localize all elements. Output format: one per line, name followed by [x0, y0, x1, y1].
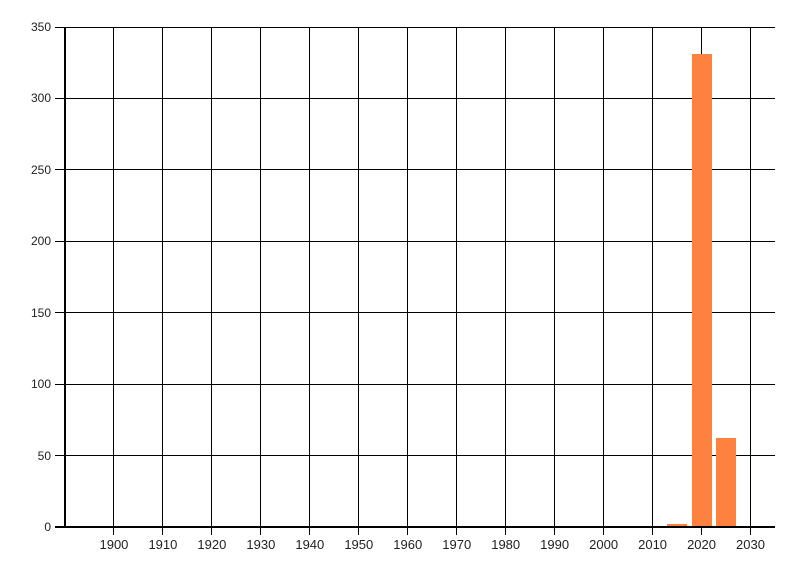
- bar: [715, 438, 737, 526]
- y-gridline: [55, 383, 775, 385]
- x-gridline: [162, 27, 164, 535]
- x-gridline: [309, 27, 311, 535]
- x-tick-label: 1950: [344, 537, 374, 552]
- x-gridline: [505, 27, 507, 535]
- x-gridline: [407, 27, 409, 535]
- x-gridline: [554, 27, 556, 535]
- x-gridline: [358, 27, 360, 535]
- plot-area: 0 50 100 150 200 250 300 350 1900 1910 1920 1930 194…: [31, 20, 775, 552]
- x-tick-label: 1900: [99, 537, 129, 552]
- x-gridline: [113, 27, 115, 535]
- x-tick-label: 1940: [295, 537, 325, 552]
- x-tick-label: 1910: [148, 537, 178, 552]
- x-tick-label: 1970: [442, 537, 472, 552]
- y-tick-label: 200: [30, 234, 51, 249]
- y-tick-label: 350: [30, 20, 51, 34]
- y-tick-label: 150: [30, 305, 51, 320]
- y-tick-label: 300: [30, 91, 51, 106]
- x-tick-label: 1990: [540, 537, 570, 552]
- y-axis: [64, 27, 66, 527]
- bar: [667, 524, 688, 526]
- y-gridline: [55, 240, 775, 242]
- x-tick-label: 1920: [197, 537, 227, 552]
- x-gridline: [750, 27, 752, 535]
- x-tick-label: 1960: [393, 537, 423, 552]
- x-gridline: [603, 27, 605, 535]
- x-tick-label: 1980: [491, 537, 521, 552]
- bar: [691, 54, 712, 526]
- y-gridline: [55, 26, 775, 28]
- y-tick-label: 250: [30, 162, 51, 177]
- y-gridline: [55, 455, 775, 457]
- x-tick-label: 1930: [246, 537, 276, 552]
- x-gridline: [211, 27, 213, 535]
- y-tick-label: 0: [44, 520, 51, 534]
- y-tick-label: 50: [37, 448, 51, 463]
- x-tick-label: 2030: [736, 537, 765, 552]
- y-gridline: [55, 97, 775, 99]
- x-axis: [55, 526, 775, 528]
- y-gridline: [55, 169, 775, 171]
- x-tick-label: 2010: [638, 537, 668, 552]
- y-gridline: [55, 312, 775, 314]
- x-gridline: [652, 27, 654, 535]
- x-tick-label: 2000: [589, 537, 619, 552]
- x-gridline: [456, 27, 458, 535]
- x-tick-label: 2020: [687, 537, 716, 552]
- y-tick-label: 100: [30, 377, 51, 392]
- x-gridline: [260, 27, 262, 535]
